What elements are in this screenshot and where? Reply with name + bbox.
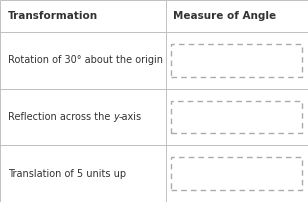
Text: Reflection across the: Reflection across the	[8, 112, 113, 122]
Bar	[171, 44, 302, 77]
Text: Transformation: Transformation	[8, 11, 98, 21]
Bar	[171, 101, 302, 133]
Text: y: y	[113, 112, 119, 122]
Bar	[171, 158, 302, 190]
Text: Rotation of 30° about the origin: Rotation of 30° about the origin	[8, 55, 163, 65]
Text: -axis: -axis	[119, 112, 142, 122]
Text: Measure of Angle: Measure of Angle	[173, 11, 277, 21]
Text: Translation of 5 units up: Translation of 5 units up	[8, 169, 126, 179]
